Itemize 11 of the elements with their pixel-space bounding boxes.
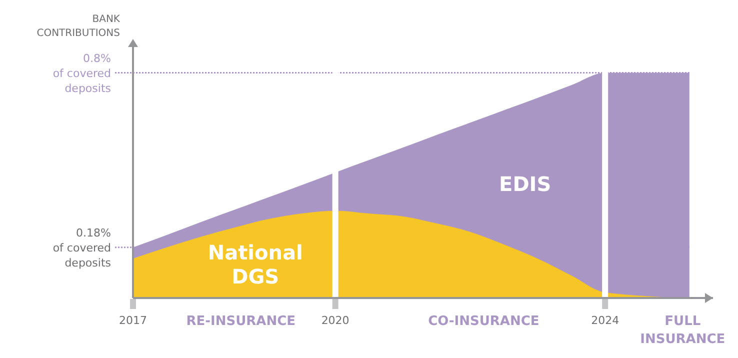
x-tick-label: 2024 [591,314,620,327]
x-tick-label: 2017 [119,314,147,327]
x-tick-label: CO-INSURANCE [428,314,540,329]
y-axis-title: BANK CONTRIBUTIONS [36,14,120,39]
y-tick-label: 0.8% of covered deposits [52,52,112,95]
series-label: National DGS [208,240,303,288]
x-tick-label: 2020 [321,314,350,327]
y-tick-label: 0.18% of covered deposits [52,226,112,270]
x-tick-label: RE-INSURANCE [186,314,296,329]
x-tick-label: FULL INSURANCE [640,314,726,347]
series-label: EDIS [499,172,552,196]
